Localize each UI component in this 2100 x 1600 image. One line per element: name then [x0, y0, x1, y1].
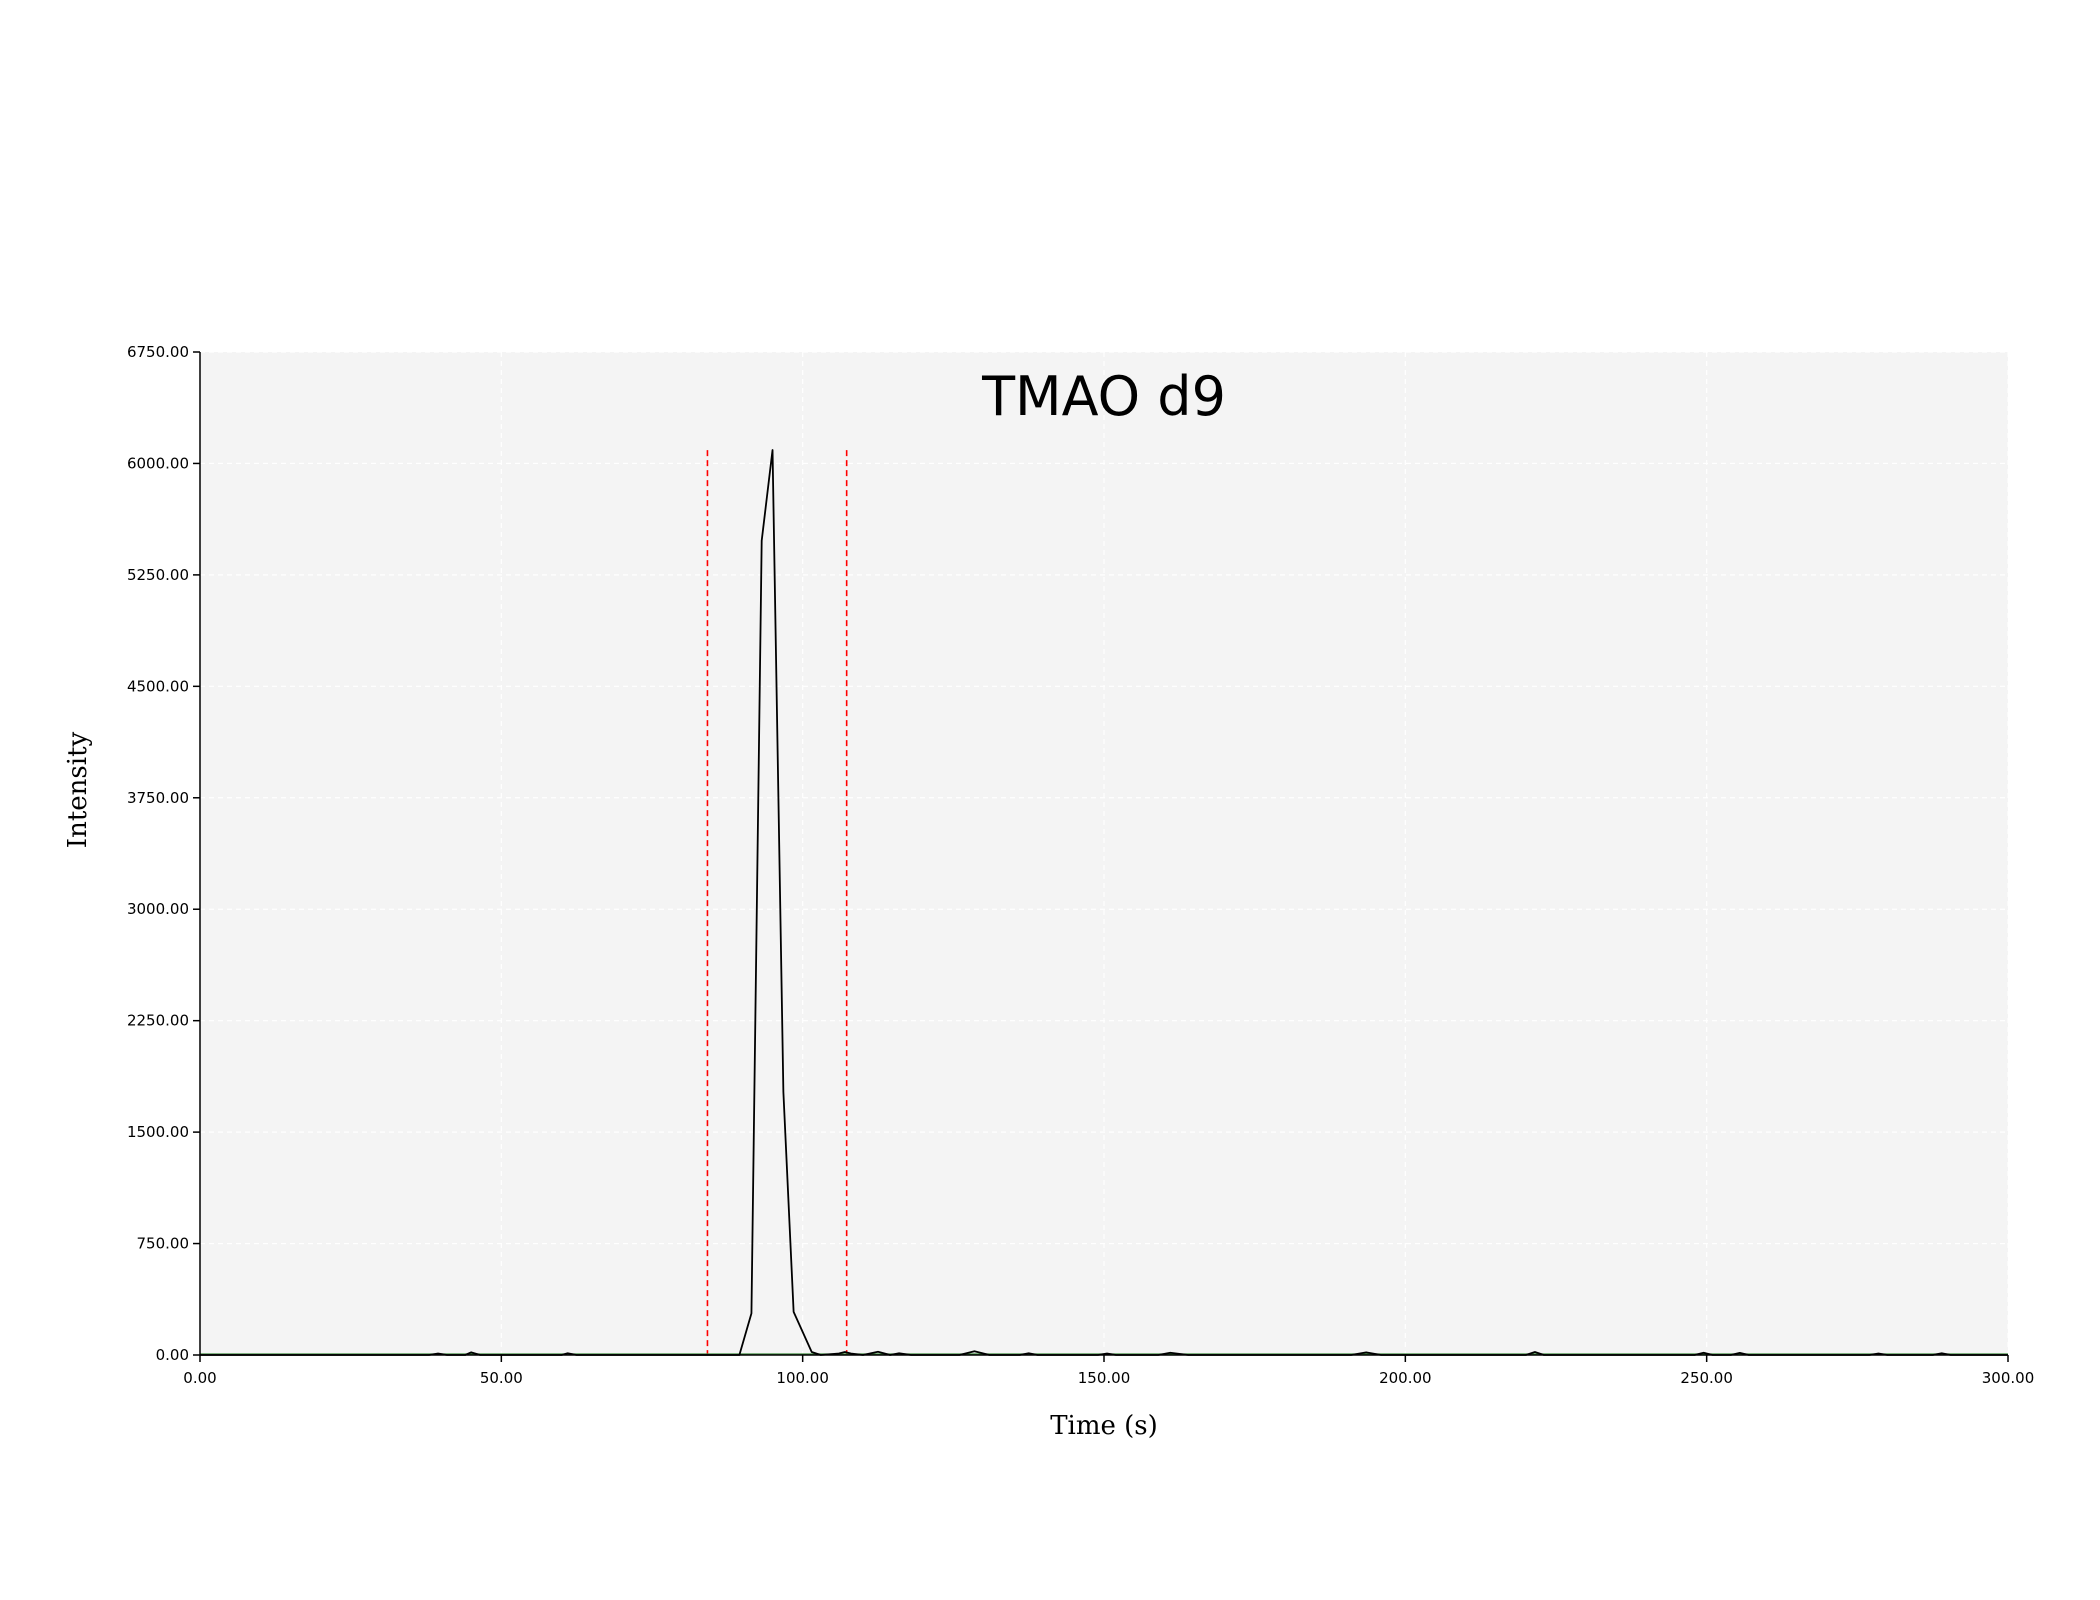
- y-tick-label: 3750.00: [127, 789, 189, 807]
- x-axis-title: Time (s): [1050, 1411, 1158, 1441]
- y-tick-label: 0.00: [156, 1346, 189, 1364]
- x-tick-label: 50.00: [480, 1369, 523, 1387]
- y-tick-label: 1500.00: [127, 1123, 189, 1141]
- x-tick-label: 300.00: [1982, 1369, 2035, 1387]
- x-tick-label: 250.00: [1680, 1369, 1733, 1387]
- y-tick-label: 3000.00: [127, 900, 189, 918]
- y-tick-label: 5250.00: [127, 566, 189, 584]
- x-tick-labels: 0.00 50.00 100.00 150.00 200.00 250.00 300.00: [183, 1369, 2034, 1387]
- plot-background: [200, 352, 2008, 1355]
- y-tick-label: 6000.00: [127, 454, 189, 472]
- y-tick-label: 6750.00: [127, 343, 189, 361]
- x-tick-label: 150.00: [1078, 1369, 1131, 1387]
- x-tick-label: 200.00: [1379, 1369, 1432, 1387]
- x-tick-label: 0.00: [183, 1369, 216, 1387]
- annotation-lines: [706, 450, 848, 1355]
- y-tick-label: 750.00: [137, 1235, 190, 1253]
- y-tick-label: 2250.00: [127, 1012, 189, 1030]
- axes: [193, 351, 2009, 1362]
- chart-title: TMAO d9: [981, 365, 1226, 428]
- y-tick-labels: 0.00 750.00 1500.00 2250.00 3000.00 3750.00 45…: [127, 343, 189, 1364]
- grid-lines: [200, 351, 2009, 1355]
- y-axis-title: Intensity: [63, 731, 93, 848]
- x-tick-label: 100.00: [776, 1369, 829, 1387]
- y-tick-label: 4500.00: [127, 677, 189, 695]
